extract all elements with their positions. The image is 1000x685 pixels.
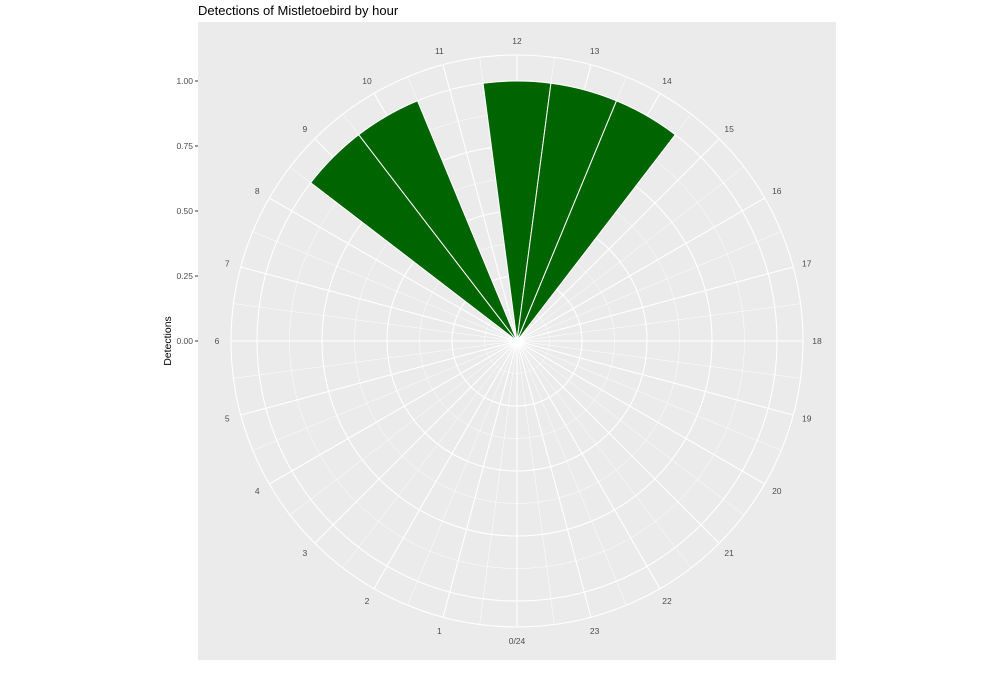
y-tick-label: 1.00 xyxy=(176,76,193,86)
hour-label: 14 xyxy=(662,76,672,86)
grid-spoke xyxy=(252,231,518,342)
y-axis: 0.00 0.25 0.50 0.75 1.00 xyxy=(176,76,198,346)
hour-label: 11 xyxy=(435,46,444,56)
hour-label: 20 xyxy=(772,486,782,496)
hour-label: 19 xyxy=(802,414,812,424)
grid-spoke xyxy=(516,303,801,342)
grid-spoke xyxy=(516,340,765,485)
y-axis-label: Detections xyxy=(162,316,174,366)
grid-spoke xyxy=(516,340,801,379)
hour-label: 6 xyxy=(215,336,220,346)
grid-spoke xyxy=(240,340,518,416)
grid-spoke xyxy=(516,266,794,342)
grid-spoke xyxy=(516,340,720,544)
hour-label: 7 xyxy=(225,258,230,268)
chart-title: Detections of Mistletoebird by hour xyxy=(198,3,399,18)
bar-hour-14 xyxy=(516,100,676,342)
grid-spoke xyxy=(516,197,765,342)
hour-label: 8 xyxy=(255,186,260,196)
grid-spoke xyxy=(342,340,518,569)
grid-spoke xyxy=(516,340,745,516)
y-tick-label: 0.50 xyxy=(176,206,193,216)
grid-spoke xyxy=(516,340,592,618)
hour-labels: 0/24123456789101112131415161718192021222… xyxy=(215,36,822,646)
hour-label: 21 xyxy=(724,548,734,558)
hour-label: 15 xyxy=(724,124,734,134)
hour-label: 12 xyxy=(512,36,522,46)
hour-label: 5 xyxy=(225,414,230,424)
hour-label: 0/24 xyxy=(509,636,526,646)
grid-spoke xyxy=(269,197,518,342)
grid-spoke xyxy=(479,340,518,625)
hour-label: 3 xyxy=(303,548,308,558)
hour-label: 13 xyxy=(590,46,600,56)
hour-label: 23 xyxy=(590,626,600,636)
hour-label: 22 xyxy=(662,596,672,606)
hour-label: 18 xyxy=(812,336,822,346)
grid-spoke xyxy=(516,340,794,416)
grid-spoke xyxy=(314,340,518,544)
grid-spoke xyxy=(407,340,518,606)
grid-spoke xyxy=(516,340,782,451)
grid-spoke xyxy=(516,340,692,569)
grid-spoke xyxy=(516,138,720,342)
grid-spoke xyxy=(373,340,518,589)
grid-spoke xyxy=(240,266,518,342)
bars xyxy=(310,80,676,342)
grid-spoke xyxy=(516,340,555,625)
grid-spoke xyxy=(516,166,745,342)
grid-spoke xyxy=(233,340,518,379)
grid-spoke xyxy=(516,340,661,589)
y-tick-label: 0.00 xyxy=(176,336,193,346)
hour-label: 16 xyxy=(772,186,782,196)
y-tick-label: 0.75 xyxy=(176,141,193,151)
bar-hour-10 xyxy=(358,100,518,342)
hour-label: 17 xyxy=(802,258,812,268)
grid-spoke xyxy=(516,340,627,606)
hour-label: 4 xyxy=(255,486,260,496)
grid-spoke xyxy=(516,231,782,342)
grid-spoke xyxy=(289,340,518,516)
hour-label: 1 xyxy=(437,626,442,636)
grid-spoke xyxy=(442,64,518,342)
grid-spoke xyxy=(269,340,518,485)
grid-spoke xyxy=(442,340,518,618)
hour-label: 2 xyxy=(365,596,370,606)
hour-label: 9 xyxy=(303,124,308,134)
grid-spoke xyxy=(252,340,518,451)
y-tick-label: 0.25 xyxy=(176,271,193,281)
hour-label: 10 xyxy=(362,76,372,86)
grid-spoke xyxy=(233,303,518,342)
